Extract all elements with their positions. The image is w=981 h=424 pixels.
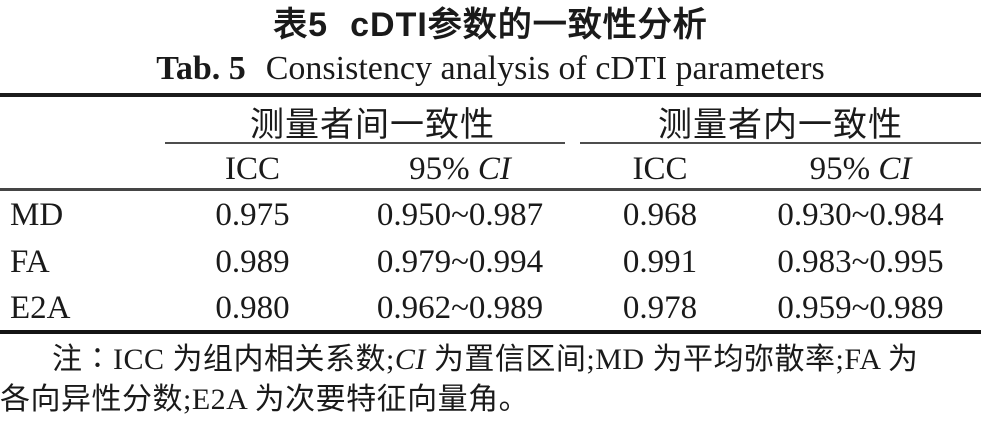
table-row: MD 0.975 0.950~0.987 0.968 0.930~0.984 bbox=[0, 192, 981, 239]
cell-fa-intra-icc: 0.991 bbox=[622, 243, 698, 280]
table-bottom-rule bbox=[0, 330, 981, 334]
consistency-table: 测量者间一致性 测量者内一致性 ICC 95% CI ICC 95% CI MD… bbox=[0, 97, 981, 332]
col-header-ci-inter: 95% CI bbox=[409, 150, 511, 187]
col-header-icc-inter: ICC bbox=[224, 150, 280, 187]
corner-cell bbox=[0, 97, 165, 146]
group-header-intra-observer: 测量者内一致性 bbox=[658, 107, 903, 144]
cell-md-intra-icc: 0.968 bbox=[622, 197, 698, 233]
table-top-rule bbox=[0, 93, 981, 97]
row-label-md: MD bbox=[10, 197, 64, 233]
footnote-ci-abbrev: CI bbox=[394, 343, 426, 376]
cell-fa-inter-ci: 0.979~0.994 bbox=[376, 243, 544, 280]
footnote-line-2: 各向异性分数;E2A 为次要特征向量角。 bbox=[0, 383, 530, 416]
header-bottom-rule bbox=[0, 188, 981, 191]
cell-e2a-intra-ci: 0.959~0.989 bbox=[777, 290, 944, 326]
cell-md-inter-ci: 0.950~0.987 bbox=[376, 197, 544, 233]
cell-fa-inter-icc: 0.989 bbox=[215, 243, 290, 280]
table-row: FA 0.989 0.979~0.994 0.991 0.983~0.995 bbox=[0, 239, 981, 285]
row-label-e2a: E2A bbox=[10, 290, 71, 326]
group-rule-inter bbox=[165, 142, 565, 144]
empty-cell bbox=[0, 146, 165, 192]
cell-md-inter-icc: 0.975 bbox=[215, 197, 290, 233]
cell-e2a-intra-icc: 0.978 bbox=[622, 290, 698, 326]
footnote-line-1: 注∶ICC 为组内相关系数;CI 为置信区间;MD 为平均弥散率;FA 为 bbox=[52, 343, 919, 376]
cell-e2a-inter-ci: 0.962~0.989 bbox=[376, 290, 544, 326]
table-row-sub-header: ICC 95% CI ICC 95% CI bbox=[0, 146, 981, 192]
table-title-en: Tab. 5 Consistency analysis of cDTI param… bbox=[0, 49, 981, 89]
cell-md-intra-ci: 0.930~0.984 bbox=[777, 197, 944, 233]
row-label-fa: FA bbox=[10, 243, 50, 280]
table-title-zh: 表5 cDTI参数的一致性分析 bbox=[0, 2, 981, 48]
group-rule-intra bbox=[580, 142, 981, 144]
cell-fa-intra-ci: 0.983~0.995 bbox=[777, 243, 944, 280]
table-number-en: Tab. 5 bbox=[156, 50, 246, 87]
table-number-zh: 表5 bbox=[273, 6, 329, 44]
col-header-ci-intra: 95% CI bbox=[809, 150, 912, 187]
group-header-inter-observer: 测量者间一致性 bbox=[250, 107, 495, 144]
table-footnote: 注∶ICC 为组内相关系数;CI 为置信区间;MD 为平均弥散率;FA 为 各向… bbox=[0, 340, 981, 420]
col-header-icc-intra: ICC bbox=[632, 150, 688, 187]
table-title-zh-text: cDTI参数的一致性分析 bbox=[350, 6, 708, 44]
table-row-group-header: 测量者间一致性 测量者内一致性 bbox=[0, 97, 981, 146]
table-title-en-text: Consistency analysis of cDTI parameters bbox=[265, 50, 825, 87]
cell-e2a-inter-icc: 0.980 bbox=[215, 290, 290, 326]
table-row: E2A 0.980 0.962~0.989 0.978 0.959~0.989 bbox=[0, 285, 981, 332]
